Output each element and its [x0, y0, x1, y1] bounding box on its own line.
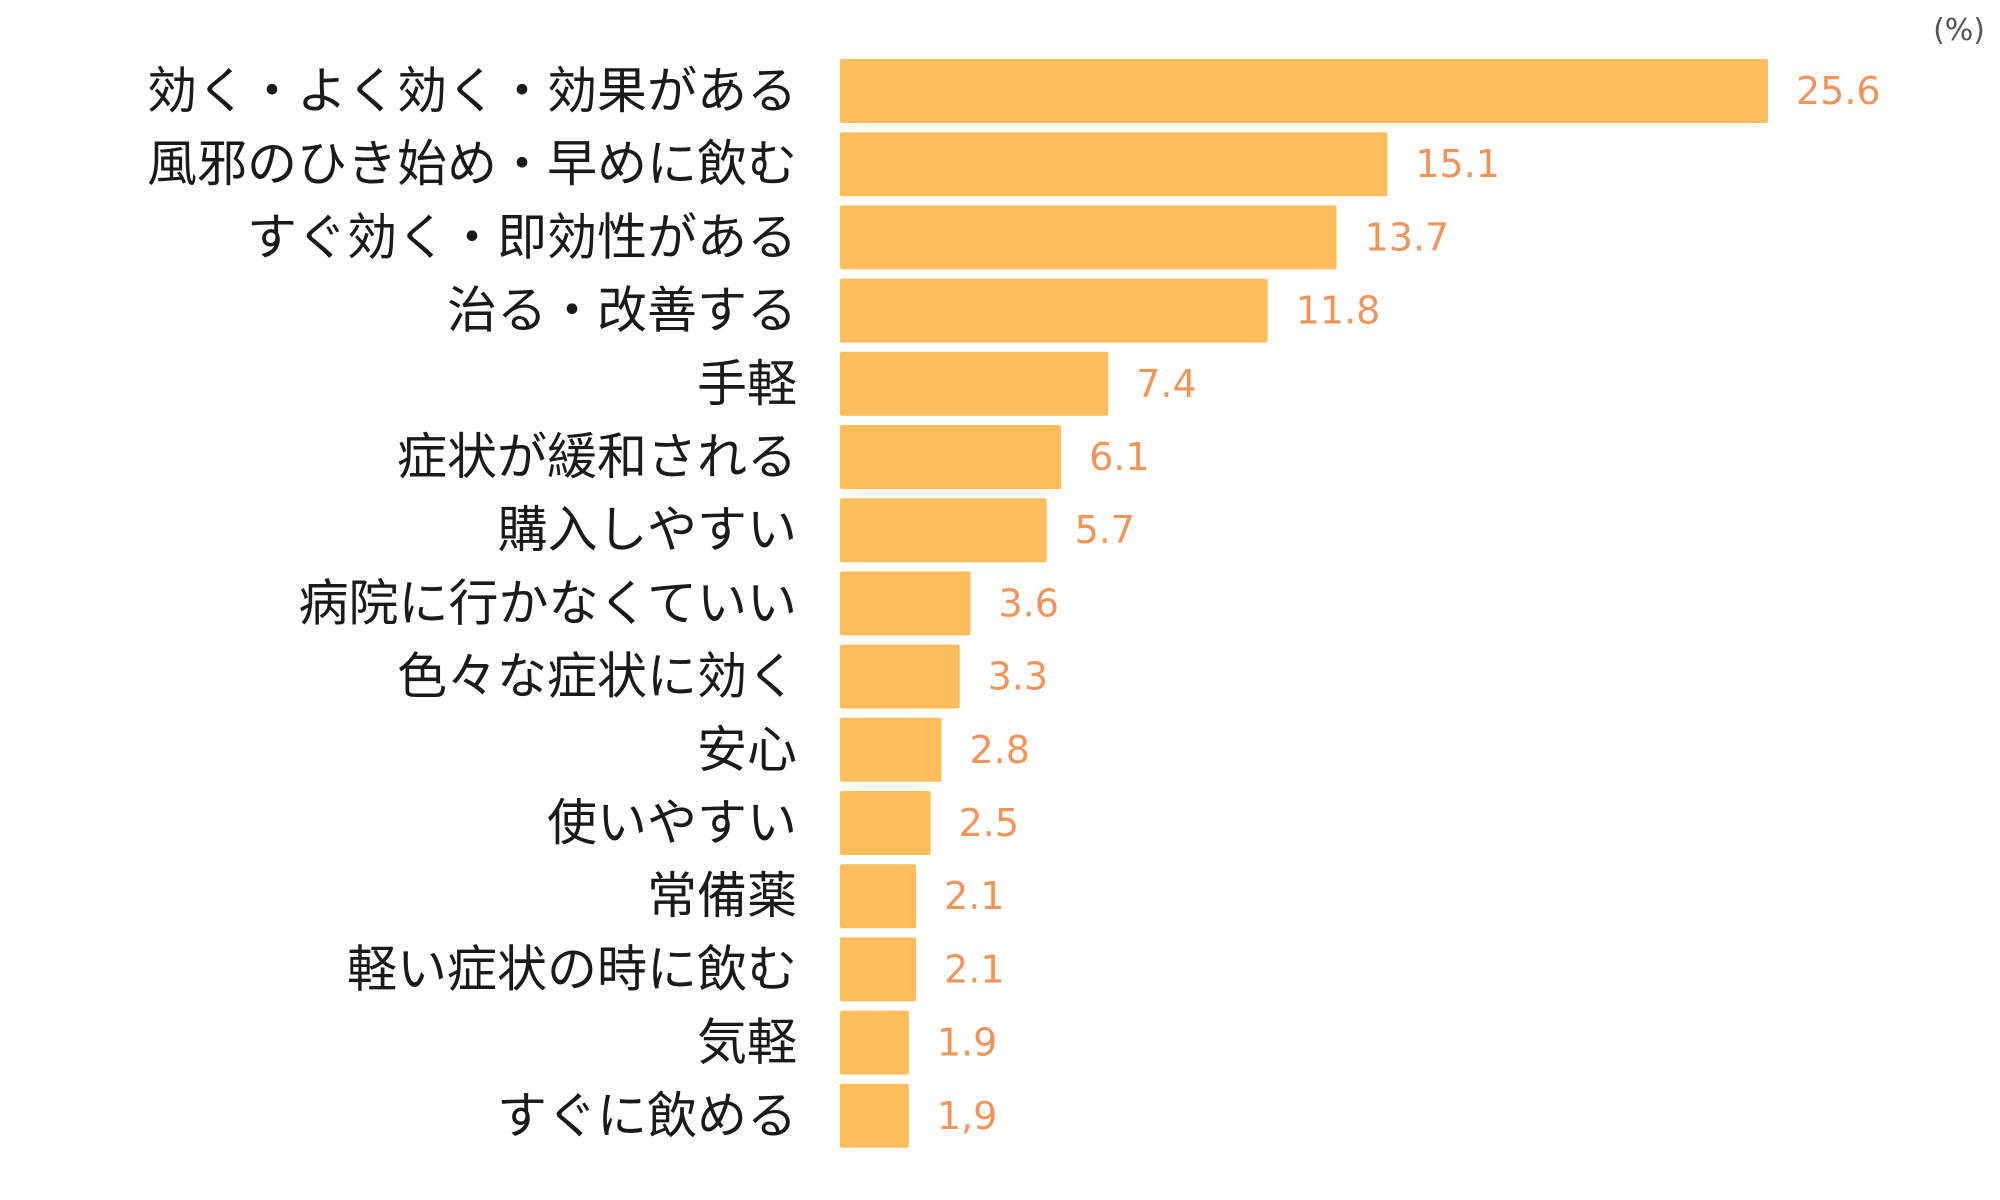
value-label: 1,9 [937, 1094, 997, 1138]
value-label: 13.7 [1365, 215, 1450, 259]
category-label: 治る・改善する [447, 282, 797, 340]
category-label: すぐに飲める [497, 1087, 797, 1145]
bar [840, 132, 1388, 197]
bar [840, 59, 1768, 123]
value-label: 2.1 [944, 947, 1004, 991]
value-label: 5.7 [1075, 508, 1135, 552]
value-labels: 25.6 15.1 13.7 11.8 7.4 6.1 5.7 3.6 3.3 2.8 2.5 2.1… [937, 69, 1881, 1138]
value-label: 11.8 [1296, 289, 1381, 333]
category-label: 色々な症状に効く [397, 648, 797, 706]
bar [840, 1083, 909, 1148]
bar [840, 205, 1337, 270]
category-label: 手軽 [697, 355, 797, 413]
value-label: 15.1 [1415, 142, 1500, 186]
value-label: 25.6 [1796, 69, 1881, 113]
category-label: すぐ効く・即効性がある [247, 208, 797, 266]
category-label: 常備薬 [647, 867, 797, 925]
category-label: 購入しやすい [498, 501, 798, 559]
category-label: 気軽 [697, 1014, 797, 1072]
category-label: 症状が緩和される [397, 428, 797, 486]
bar [840, 498, 1047, 563]
value-label: 3.3 [988, 655, 1048, 699]
bars [840, 59, 1768, 1148]
value-label: 2.1 [944, 874, 1004, 918]
category-labels: 効く・よく効く・効果がある風邪のひき始め・早めに飲むすぐ効く・即効性がある治る・… [147, 62, 797, 1145]
category-label: 風邪のひき始め・早めに飲む [147, 135, 797, 193]
value-label: 2.8 [970, 728, 1030, 772]
bar [840, 791, 931, 855]
category-label: 安心 [697, 721, 797, 779]
bar [840, 717, 942, 782]
category-label: 病院に行かなくていい [299, 574, 798, 632]
category-label: 軽い症状の時に飲む [347, 940, 797, 998]
bar [840, 937, 917, 1002]
bar [840, 864, 917, 929]
bar [840, 1010, 909, 1075]
bar [840, 278, 1268, 343]
value-label: 1.9 [937, 1021, 997, 1065]
value-label: 7.4 [1136, 362, 1196, 406]
value-label: 6.1 [1089, 435, 1149, 479]
value-label: 3.6 [999, 581, 1059, 625]
unit-label: (%) [1933, 13, 1985, 48]
bar [840, 571, 971, 636]
value-label: 2.5 [959, 801, 1019, 845]
bar [840, 425, 1062, 489]
category-label: 効く・よく効く・効果がある [147, 62, 797, 120]
bar [840, 644, 960, 709]
bar [840, 351, 1109, 416]
category-label: 使いやすい [547, 794, 797, 852]
